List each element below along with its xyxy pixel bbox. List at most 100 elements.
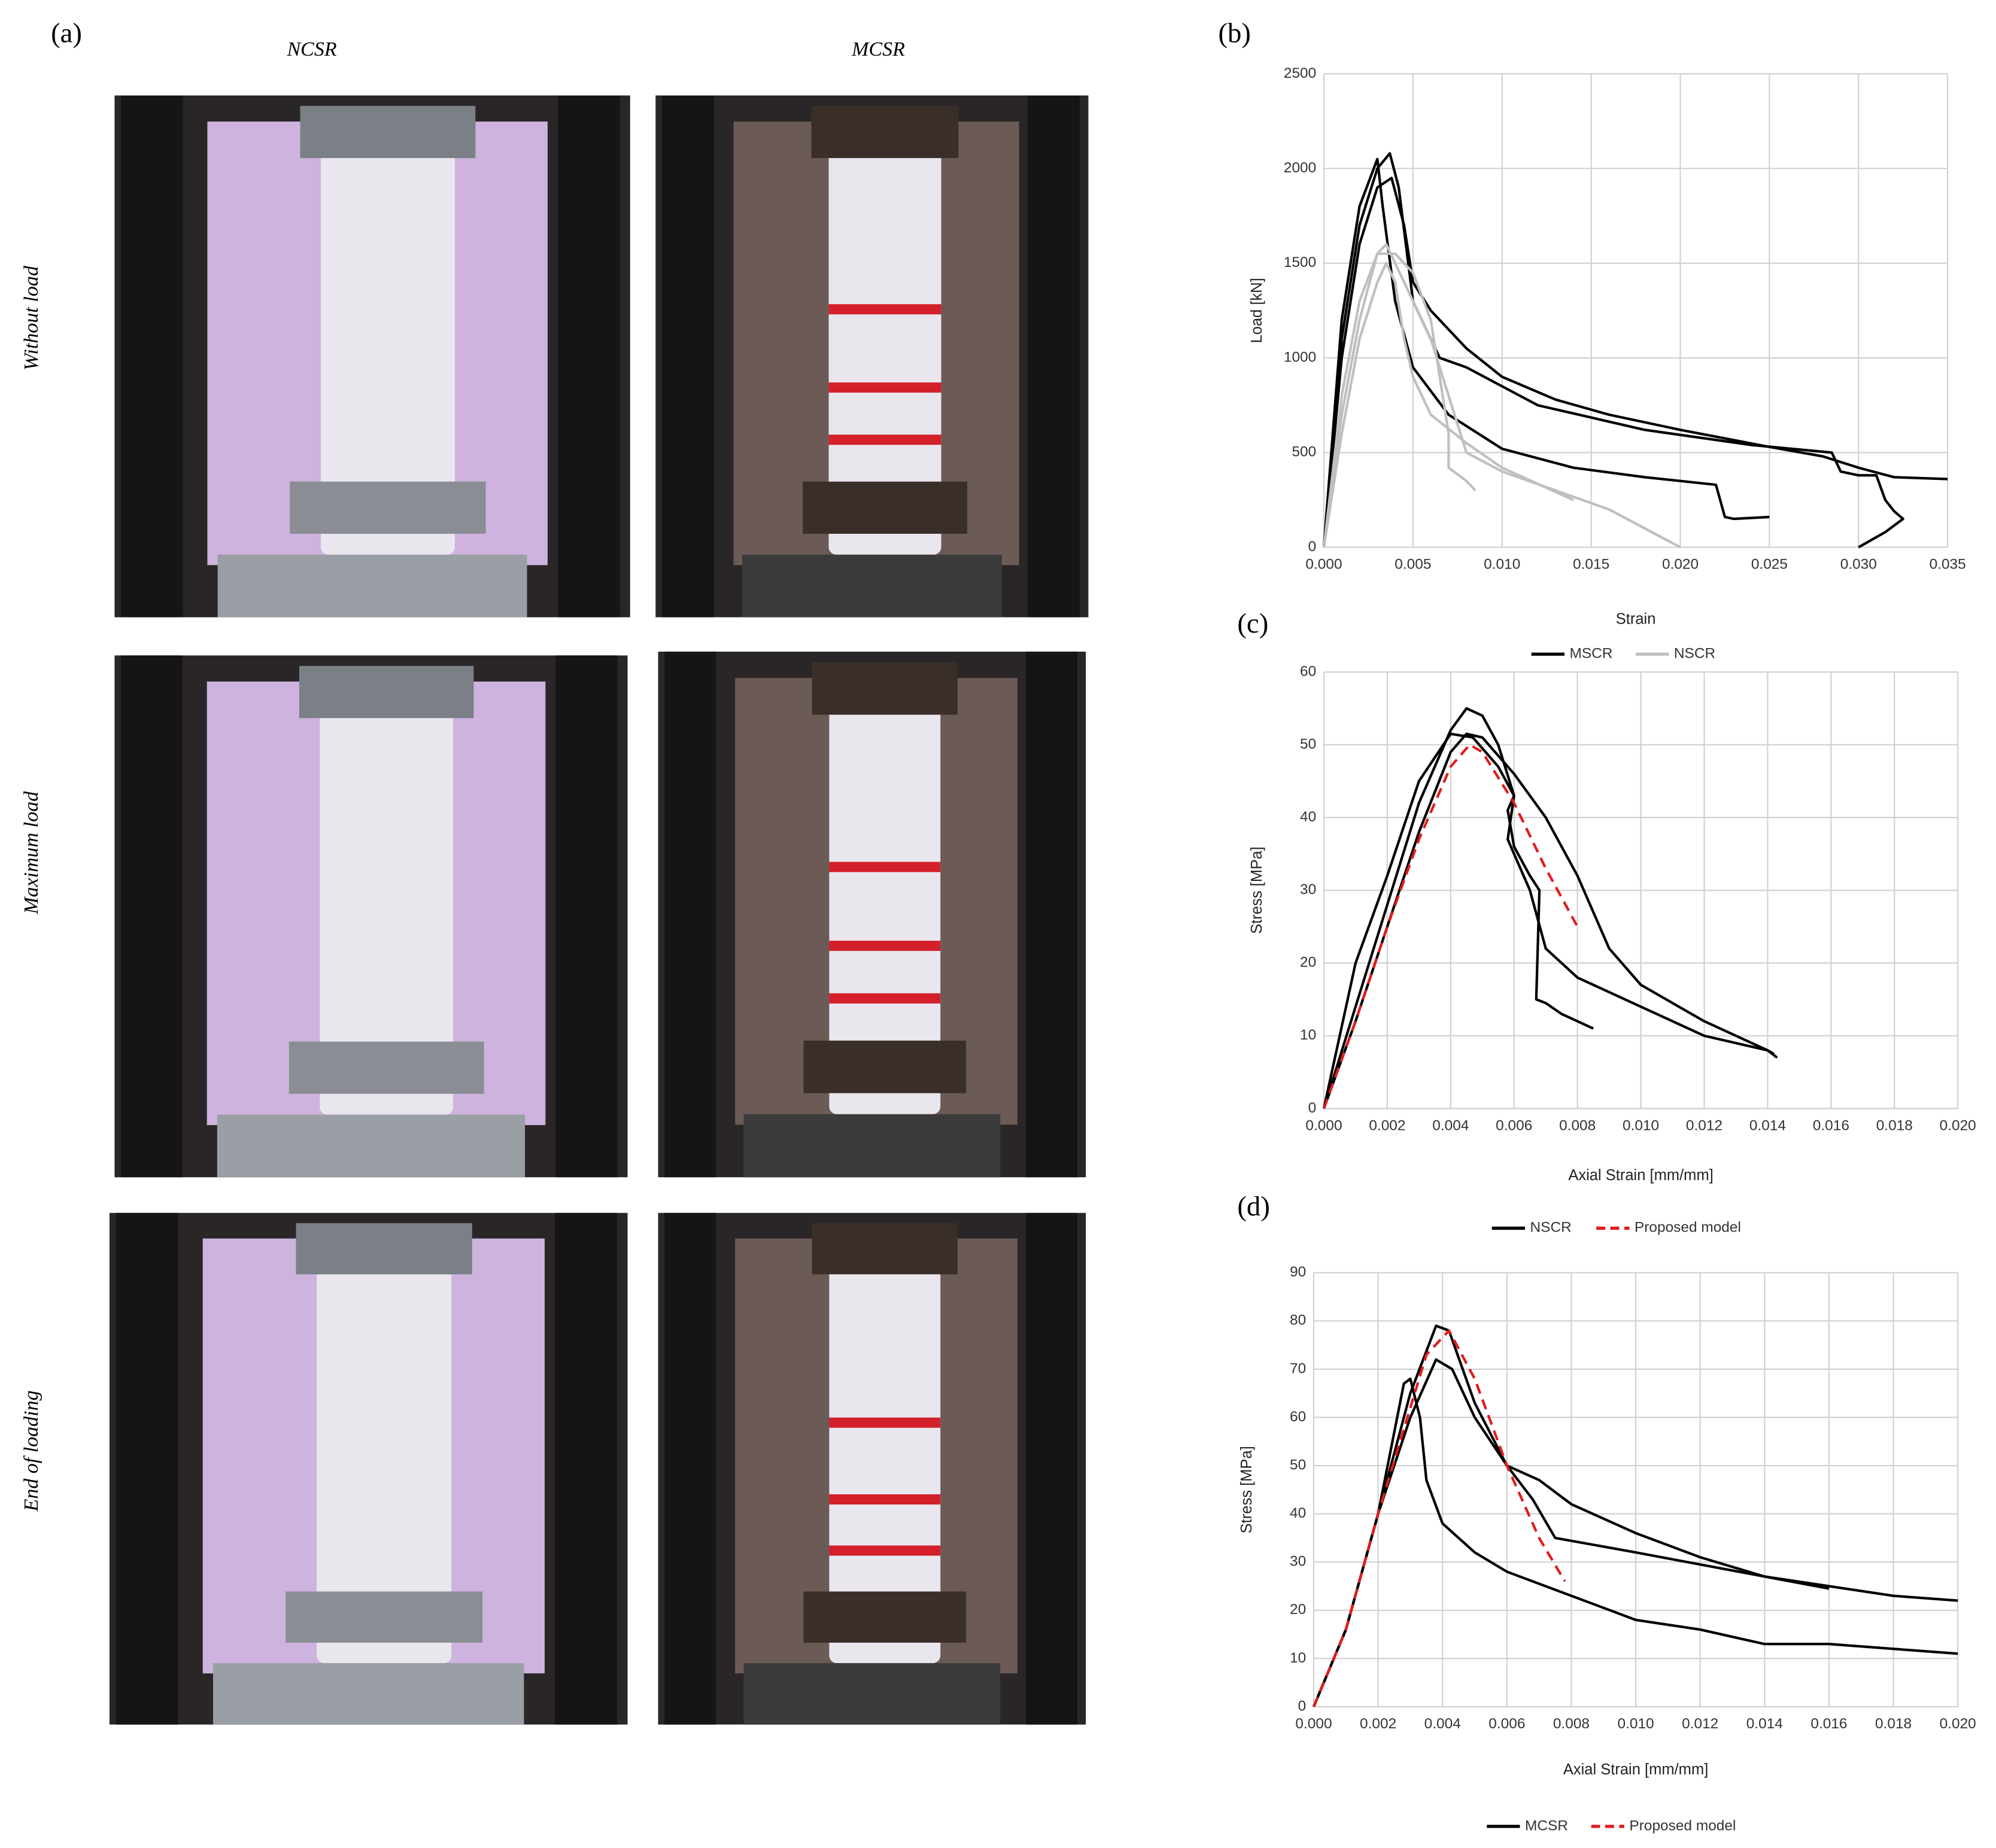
- frame-right: [558, 95, 620, 618]
- x-tick-label: 0.000: [1305, 1118, 1342, 1134]
- x-tick-label: 0.002: [1360, 1716, 1396, 1732]
- y-tick-label: 50: [1300, 736, 1316, 752]
- x-tick-label: 0.004: [1424, 1716, 1461, 1732]
- x-axis-title: Axial Strain [mm/mm]: [1563, 1761, 1708, 1778]
- row-label: End of loading: [20, 1390, 42, 1512]
- column-label: MCSR: [851, 38, 905, 60]
- tape: [828, 434, 941, 445]
- x-tick-label: 0.004: [1432, 1118, 1469, 1134]
- clamp-top: [812, 1223, 958, 1275]
- frame-left: [121, 655, 183, 1178]
- frame-right: [1026, 1212, 1077, 1725]
- photo: [114, 95, 630, 618]
- base: [743, 1663, 1001, 1725]
- frame-right: [1028, 95, 1080, 618]
- data-line: [1322, 177, 1948, 548]
- photo: [658, 651, 1086, 1178]
- base: [742, 554, 1002, 618]
- frame-left: [121, 95, 183, 618]
- clamp-top: [296, 1223, 472, 1275]
- x-tick-label: 0.016: [1813, 1118, 1849, 1134]
- y-tick-label: 0: [1308, 539, 1317, 555]
- y-tick-label: 30: [1300, 882, 1316, 898]
- x-tick-label: 0.012: [1686, 1118, 1722, 1134]
- y-tick-label: 0: [1308, 1100, 1317, 1116]
- tape: [828, 382, 941, 393]
- x-tick-label: 0.008: [1553, 1716, 1590, 1732]
- y-tick-label: 30: [1290, 1554, 1306, 1570]
- x-tick-label: 0.010: [1623, 1118, 1659, 1134]
- y-tick-label: 40: [1290, 1505, 1306, 1521]
- x-tick-label: 0.025: [1751, 557, 1788, 573]
- tape: [829, 940, 941, 951]
- photo: [109, 1212, 628, 1725]
- photo: [114, 655, 628, 1178]
- tape: [828, 304, 941, 315]
- tape: [829, 862, 941, 873]
- panel-label: (b): [1218, 17, 1251, 48]
- y-tick-label: 2500: [1284, 65, 1316, 81]
- y-tick-label: 10: [1300, 1027, 1316, 1043]
- y-tick-label: 1500: [1284, 254, 1316, 270]
- y-tick-label: 40: [1300, 809, 1316, 825]
- x-tick-label: 0.005: [1395, 557, 1431, 573]
- frame-right: [555, 655, 618, 1178]
- x-tick-label: 0.015: [1573, 557, 1609, 573]
- y-tick-label: 90: [1290, 1264, 1306, 1280]
- y-axis-title: Stress [MPa]: [1248, 847, 1265, 934]
- panel-label: (c): [1237, 608, 1268, 639]
- y-tick-label: 10: [1290, 1650, 1306, 1666]
- data-line: [1322, 743, 1579, 1110]
- y-axis-title: Stress [MPa]: [1238, 1446, 1255, 1533]
- frame-left: [664, 1212, 716, 1725]
- clamp-top: [300, 105, 476, 159]
- clamp-top: [299, 665, 474, 718]
- x-axis-title: Axial Strain [mm/mm]: [1568, 1167, 1713, 1184]
- clamp-bottom: [803, 1591, 967, 1643]
- tape: [829, 993, 941, 1004]
- legend-label: MSCR: [1569, 646, 1612, 662]
- specimen: [320, 137, 455, 555]
- clamp-bottom: [285, 1591, 483, 1643]
- y-tick-label: 20: [1300, 955, 1316, 971]
- x-tick-label: 0.002: [1369, 1118, 1405, 1134]
- y-tick-label: 0: [1298, 1698, 1307, 1714]
- specimen: [317, 1254, 452, 1664]
- data-line: [1322, 157, 1770, 548]
- y-tick-label: 70: [1290, 1360, 1306, 1376]
- column-label: NCSR: [287, 38, 337, 60]
- x-tick-label: 0.000: [1305, 557, 1342, 573]
- x-tick-label: 0.030: [1840, 557, 1877, 573]
- x-tick-label: 0.008: [1559, 1118, 1596, 1134]
- x-tick-label: 0.020: [1940, 1716, 1976, 1732]
- frame-left: [664, 651, 716, 1178]
- x-tick-label: 0.020: [1940, 1118, 1976, 1134]
- x-tick-label: 0.014: [1746, 1716, 1783, 1732]
- x-tick-label: 0.012: [1682, 1716, 1718, 1732]
- y-tick-label: 1000: [1284, 349, 1316, 365]
- specimen: [829, 694, 941, 1114]
- tape: [829, 1417, 941, 1428]
- clamp-bottom: [803, 1040, 967, 1093]
- x-tick-label: 0.006: [1496, 1118, 1532, 1134]
- data-line: [1322, 707, 1775, 1110]
- base: [213, 1663, 524, 1725]
- data-line: [1322, 732, 1778, 1110]
- photo: [655, 95, 1089, 618]
- tape: [829, 1545, 941, 1556]
- specimen: [320, 697, 454, 1115]
- y-axis-title: Load [kN]: [1248, 278, 1265, 343]
- x-tick-label: 0.035: [1930, 557, 1966, 573]
- frame-right: [1026, 651, 1077, 1178]
- legend-label: NSCR: [1530, 1220, 1572, 1236]
- base: [217, 1114, 525, 1178]
- clamp-bottom: [288, 1041, 484, 1094]
- y-tick-label: 2000: [1284, 160, 1316, 176]
- legend-label: MCSR: [1525, 1817, 1568, 1834]
- data-line: [1322, 152, 1904, 549]
- data-line: [1313, 1329, 1566, 1707]
- x-axis-title: Strain: [1616, 610, 1656, 627]
- y-tick-label: 60: [1290, 1409, 1306, 1425]
- x-tick-label: 0.018: [1876, 1118, 1913, 1134]
- x-tick-label: 0.010: [1618, 1716, 1654, 1732]
